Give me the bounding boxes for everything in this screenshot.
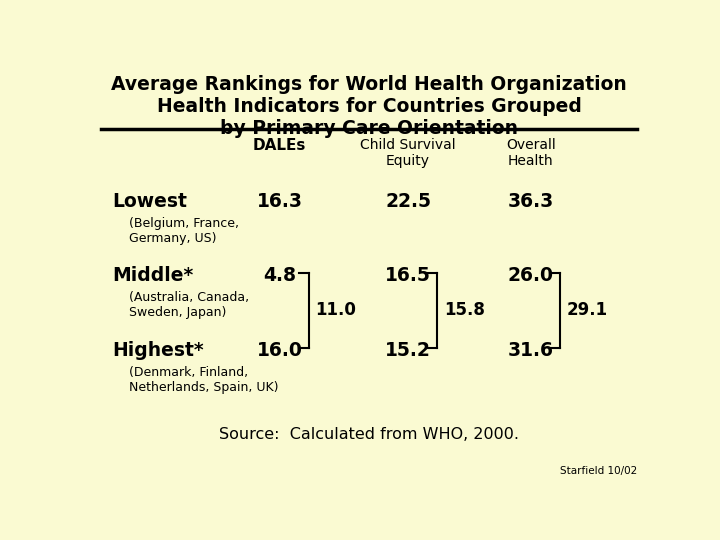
Text: 16.0: 16.0 xyxy=(257,341,302,360)
Text: 16.3: 16.3 xyxy=(257,192,302,211)
Text: 16.5: 16.5 xyxy=(385,266,431,286)
Text: Middle*: Middle* xyxy=(112,266,194,286)
Text: (Denmark, Finland,
Netherlands, Spain, UK): (Denmark, Finland, Netherlands, Spain, U… xyxy=(129,366,279,394)
Text: Average Rankings for World Health Organization
Health Indicators for Countries G: Average Rankings for World Health Organi… xyxy=(111,75,627,138)
Text: (Australia, Canada,
Sweden, Japan): (Australia, Canada, Sweden, Japan) xyxy=(129,292,249,320)
Text: Highest*: Highest* xyxy=(112,341,204,360)
Text: Lowest: Lowest xyxy=(112,192,187,211)
Text: Overall
Health: Overall Health xyxy=(506,138,556,168)
Text: 31.6: 31.6 xyxy=(508,341,554,360)
Text: 15.2: 15.2 xyxy=(385,341,431,360)
Text: 15.8: 15.8 xyxy=(444,301,485,319)
Text: 22.5: 22.5 xyxy=(385,192,431,211)
Text: Child Survival
Equity: Child Survival Equity xyxy=(360,138,456,168)
Text: 4.8: 4.8 xyxy=(264,266,296,286)
Text: DALEs: DALEs xyxy=(253,138,307,153)
Text: Starfield 10/02: Starfield 10/02 xyxy=(559,467,637,476)
Text: 11.0: 11.0 xyxy=(315,301,356,319)
Text: 29.1: 29.1 xyxy=(567,301,608,319)
Text: Source:  Calculated from WHO, 2000.: Source: Calculated from WHO, 2000. xyxy=(219,427,519,442)
Text: 26.0: 26.0 xyxy=(508,266,554,286)
Text: (Belgium, France,
Germany, US): (Belgium, France, Germany, US) xyxy=(129,217,239,245)
Text: 36.3: 36.3 xyxy=(508,192,554,211)
